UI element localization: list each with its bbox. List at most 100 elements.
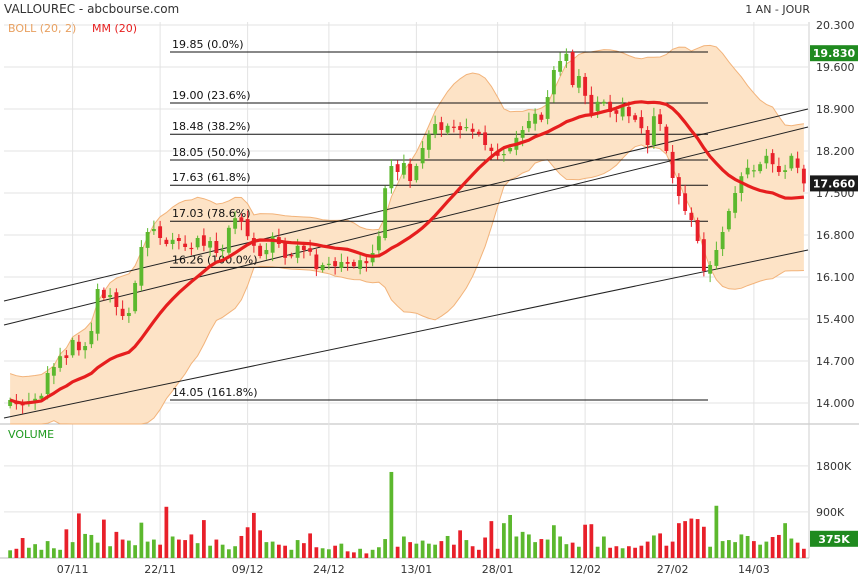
- volume-bar: [733, 542, 737, 558]
- candle-body: [620, 106, 625, 117]
- candle-body: [208, 241, 213, 248]
- volume-bar: [783, 523, 787, 558]
- volume-bar: [664, 545, 669, 558]
- candle-body: [601, 101, 606, 104]
- candle-body: [558, 61, 563, 72]
- volume-bar: [533, 542, 537, 558]
- candle-body: [464, 127, 469, 129]
- volume-bar: [227, 549, 231, 558]
- volume-bar: [270, 541, 275, 558]
- volume-bar: [770, 537, 775, 558]
- candle-body: [139, 247, 144, 286]
- date-tick-label: 28/01: [482, 563, 514, 576]
- volume-bar: [695, 519, 700, 558]
- candle-body: [501, 154, 506, 156]
- candle-body: [720, 232, 725, 250]
- volume-bar: [558, 536, 562, 558]
- candle-body: [483, 132, 488, 145]
- volume-bar: [802, 548, 806, 558]
- volume-bar: [470, 546, 475, 558]
- volume-bar: [395, 546, 400, 558]
- candle-body: [583, 76, 588, 96]
- trend-line: [3, 249, 809, 419]
- volume-bar: [602, 536, 606, 558]
- volume-bar: [427, 543, 431, 558]
- volume-bar: [452, 544, 456, 558]
- volume-bar: [77, 513, 81, 558]
- price-tick-label: 19.600: [816, 61, 855, 74]
- legend-mm: MM (20): [92, 22, 137, 35]
- fib-label: 18.48 (38.2%): [172, 120, 251, 133]
- date-tick-label: 22/11: [144, 563, 176, 576]
- candle-body: [333, 261, 338, 267]
- candle-body: [8, 400, 13, 406]
- volume-bar: [420, 540, 425, 558]
- candle-body: [326, 263, 331, 265]
- volume-bar: [302, 543, 306, 558]
- trend-line: [3, 108, 809, 302]
- volume-bar: [483, 537, 487, 558]
- candle-body: [639, 117, 644, 129]
- volume-bar: [677, 523, 681, 558]
- candle-body: [158, 226, 163, 238]
- candle-body: [714, 250, 719, 266]
- candle-body: [676, 177, 681, 196]
- candle-body: [70, 340, 75, 356]
- volume-bar: [720, 541, 725, 558]
- candle-body: [151, 229, 156, 232]
- candle-body: [301, 245, 306, 250]
- volume-bar: [245, 527, 250, 558]
- candle-body: [245, 219, 250, 237]
- fibonacci-levels: 19.85 (0.0%) 19.00 (23.6%) 18.48 (38.2%) 18…: [170, 38, 708, 401]
- price-tick-label: 20.300: [816, 19, 855, 32]
- volume-bar: [477, 549, 481, 558]
- candle-body: [495, 151, 500, 156]
- candle-body: [551, 70, 556, 95]
- candle-body: [226, 227, 231, 253]
- volume-bar: [583, 524, 587, 558]
- candle-body: [783, 170, 788, 172]
- candle-body: [664, 126, 669, 151]
- volume-bar: [195, 543, 200, 558]
- volume-bar: [752, 541, 756, 558]
- candle-body: [351, 262, 356, 267]
- volume-bar: [170, 536, 175, 558]
- candle-body: [439, 122, 444, 130]
- candle-body: [401, 163, 406, 175]
- candle-body: [233, 218, 238, 229]
- volume-bar: [370, 549, 375, 558]
- volume-bar: [464, 540, 469, 558]
- candle-body: [470, 128, 475, 132]
- fib-label: 17.03 (78.6%): [172, 207, 251, 220]
- candle-body: [58, 356, 63, 368]
- volume-bar: [389, 471, 394, 558]
- candle-body: [633, 115, 638, 120]
- volume-bar: [439, 541, 444, 558]
- volume-bar: [777, 534, 781, 558]
- volume-bar: [108, 546, 112, 558]
- volume-bar: [189, 534, 194, 558]
- candle-body: [614, 110, 619, 114]
- volume-bar: [645, 541, 650, 558]
- volume-bar: [258, 530, 262, 558]
- volume-bar: [145, 541, 150, 558]
- price-tick-label: 14.000: [816, 397, 855, 410]
- candle-body: [451, 126, 456, 128]
- candle-body: [201, 235, 206, 246]
- volume-bar: [333, 545, 337, 558]
- legend-boll: BOLL (20, 2): [8, 22, 76, 35]
- volume-bar: [789, 538, 794, 558]
- candle-body: [183, 243, 188, 247]
- candle-body: [545, 97, 550, 119]
- volume-bar: [527, 534, 531, 558]
- candle-body: [608, 101, 613, 112]
- volume-bar: [202, 520, 206, 558]
- volume-bar: [58, 549, 62, 558]
- candle-body: [770, 153, 775, 165]
- volume-bar: [183, 540, 187, 558]
- volume-bar: [39, 549, 44, 558]
- volume-bar: [214, 539, 219, 558]
- volume-bar: [45, 541, 50, 558]
- date-tick-label: 07/11: [57, 563, 89, 576]
- price-tick-label: 15.400: [816, 313, 855, 326]
